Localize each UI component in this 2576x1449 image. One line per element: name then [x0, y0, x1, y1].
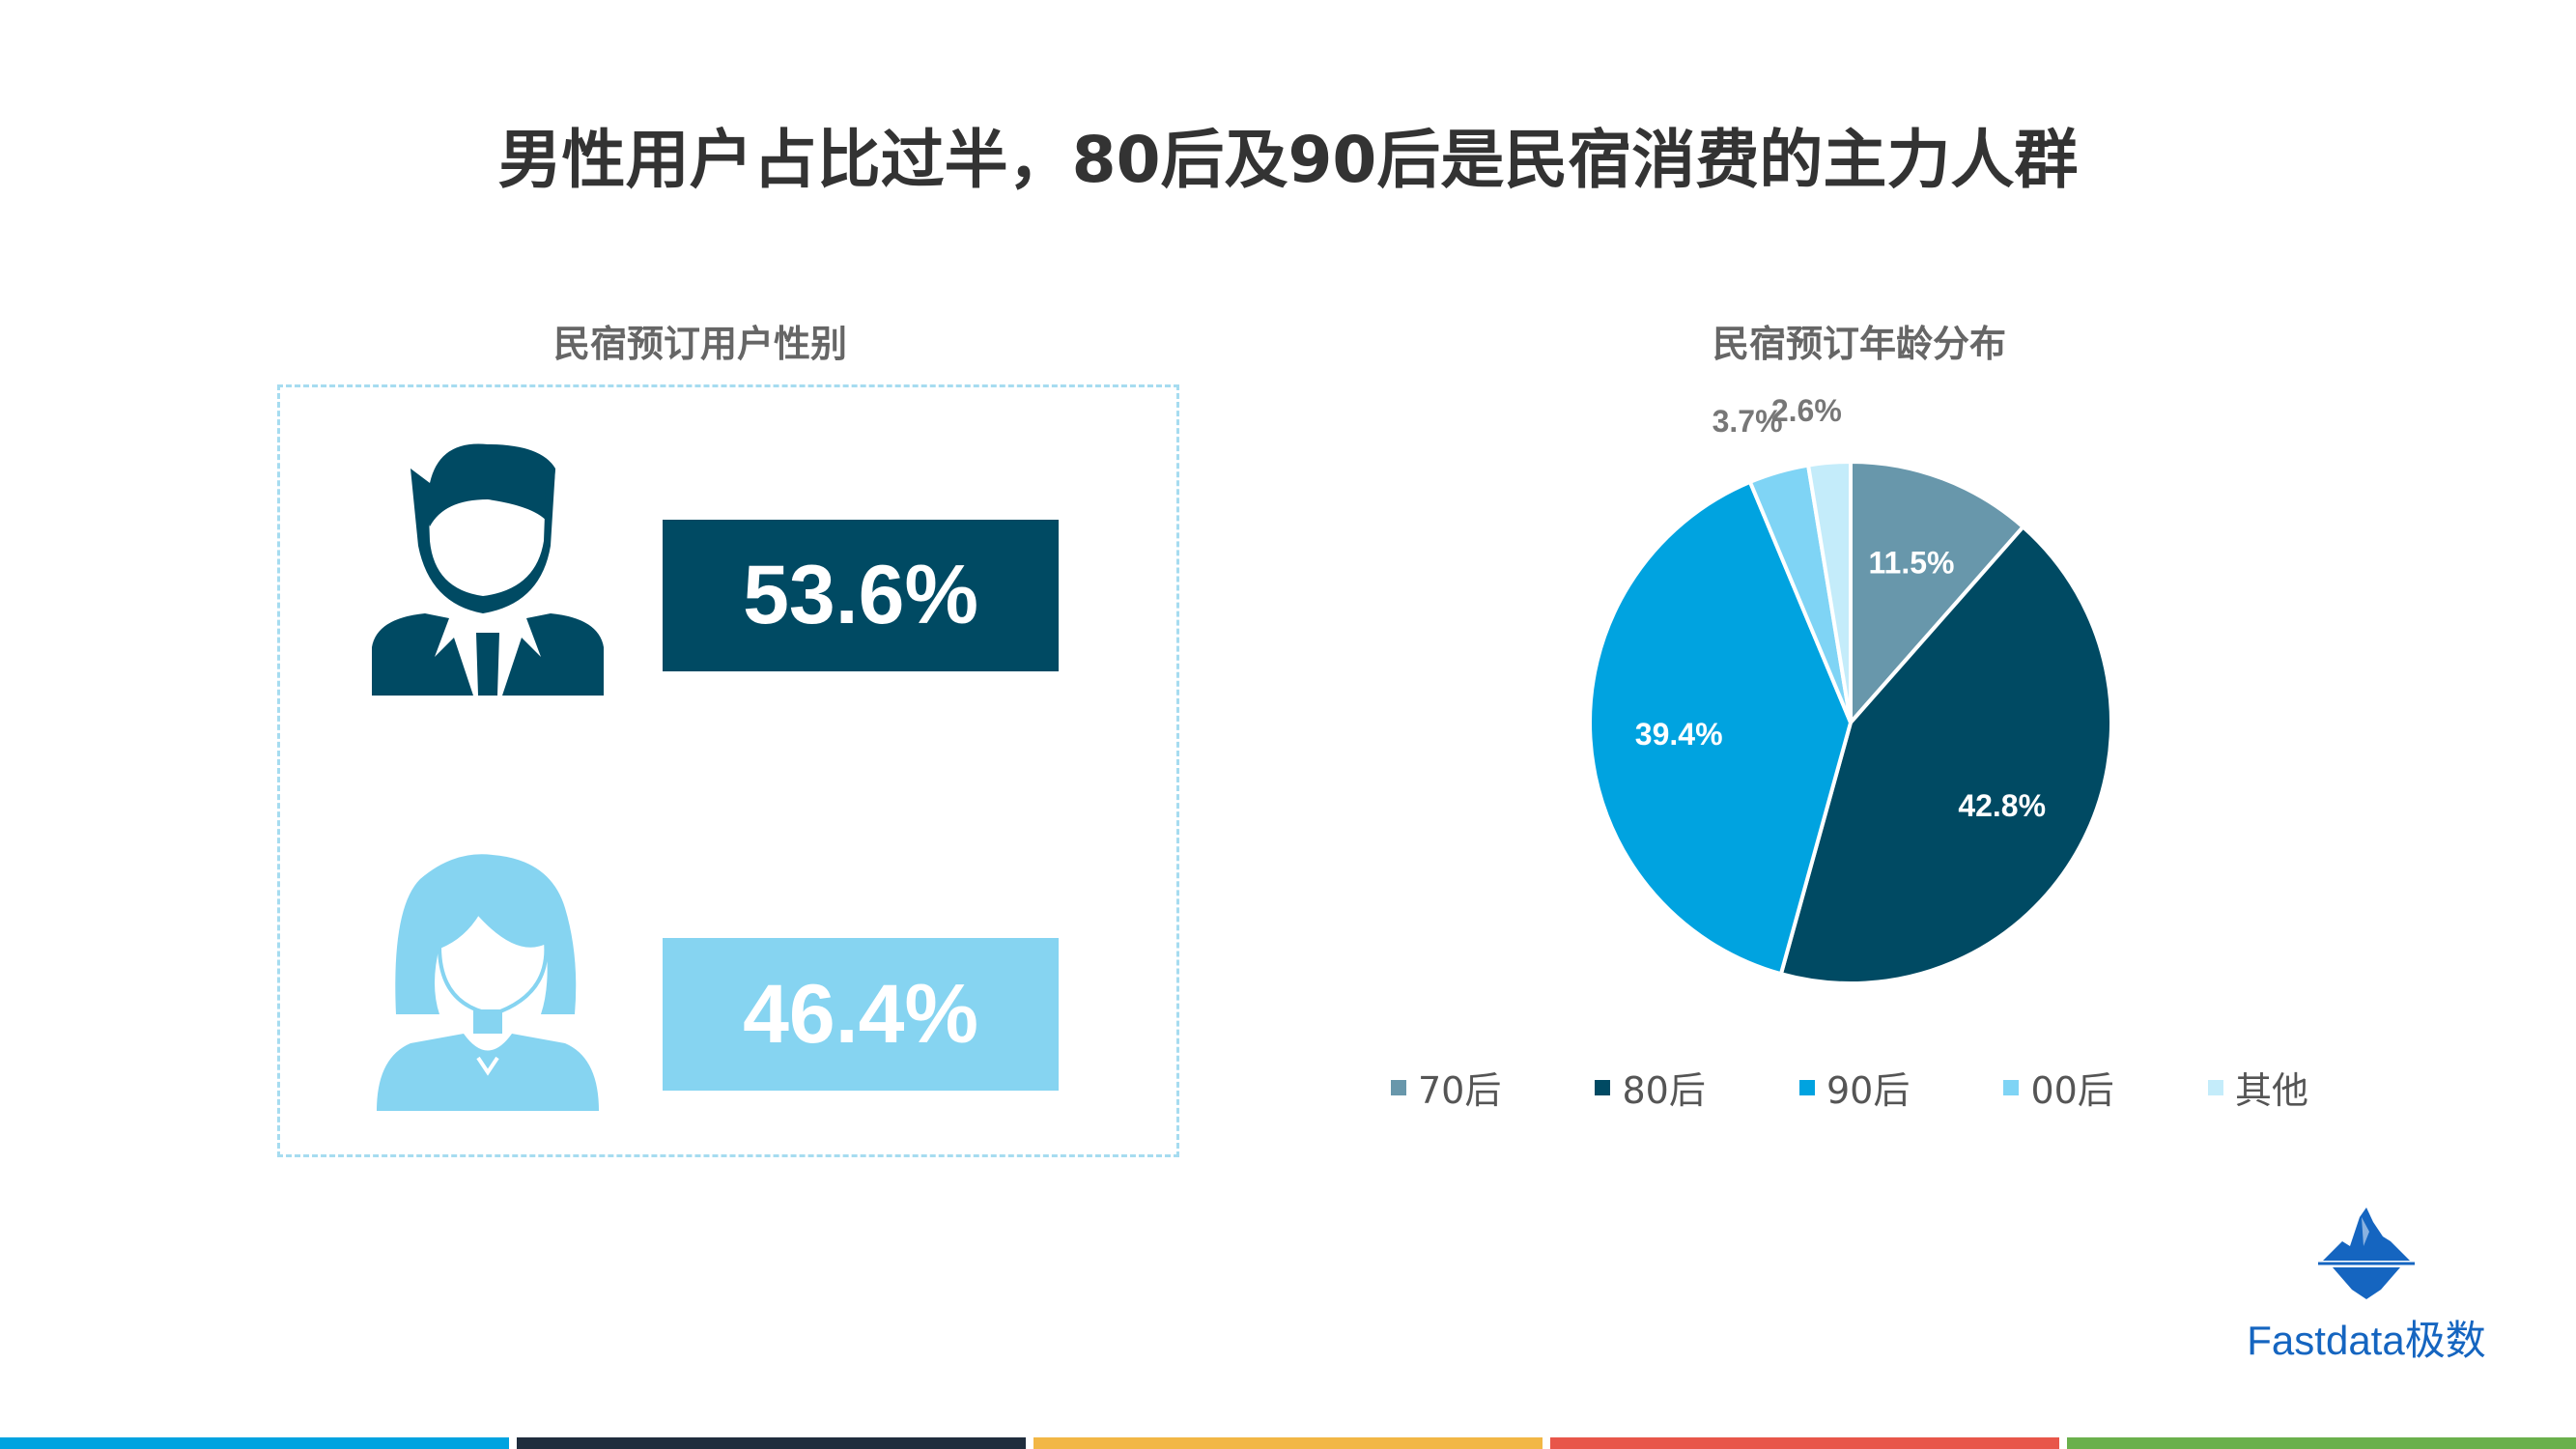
age-chart-legend: 70后 80后 90后 00后 其他: [1391, 1061, 2308, 1114]
pie-slice-4: [1805, 459, 1853, 724]
legend-swatch-3: [2003, 1079, 2020, 1095]
pie-slice-1: [1778, 524, 2113, 985]
legend-label-4: 其他: [2234, 1069, 2308, 1112]
legend-label-2: 90后: [1826, 1069, 1911, 1112]
pie-label-4: 2.6%: [1771, 393, 1842, 428]
gender-panel-title: 民宿预订用户性别: [552, 323, 847, 365]
male-avatar-icon: [372, 443, 604, 696]
pie-slice-2: [1588, 479, 1854, 977]
bottom-bar-segment-3: [1550, 1437, 2059, 1449]
age-chart-title: 民宿预订年龄分布: [1712, 323, 2006, 365]
bottom-bar-segment-1: [517, 1437, 1026, 1449]
bottom-bar-segment-0: [0, 1437, 509, 1449]
legend-swatch-1: [1595, 1079, 1611, 1095]
gender-panel-frame: [277, 384, 1179, 1157]
legend-item-3: 00后: [2003, 1061, 2114, 1114]
pie-label-0: 11.5%: [1869, 545, 1955, 580]
logo-text: Fastdata极数: [2247, 1318, 2486, 1363]
female-avatar-icon: [377, 854, 599, 1111]
legend-item-1: 80后: [1595, 1061, 1706, 1114]
female-percentage-value: 46.4%: [743, 967, 978, 1061]
iceberg-logo-icon: [2318, 1208, 2415, 1299]
age-pie-chart: 11.5% 42.8% 39.4% 3.7%2.6%: [1588, 393, 2113, 985]
bottom-color-bar: [0, 1437, 2576, 1449]
pie-slice-0: [1849, 459, 2026, 728]
bottom-bar-segment-2: [1033, 1437, 1543, 1449]
page-title: 男性用户占比过半，80后及90后是民宿消费的主力人群: [497, 123, 2079, 197]
legend-item-4: 其他: [2207, 1061, 2308, 1114]
male-percentage-box: 53.6%: [663, 520, 1059, 671]
pie-label-1: 42.8%: [1958, 788, 2046, 823]
legend-label-3: 00后: [2030, 1069, 2114, 1112]
female-percentage-box: 46.4%: [663, 938, 1059, 1091]
male-percentage-value: 53.6%: [743, 549, 978, 641]
pie-label-2: 39.4%: [1635, 717, 1723, 752]
legend-label-0: 70后: [1418, 1069, 1502, 1112]
legend-item-2: 90后: [1798, 1061, 1911, 1114]
legend-swatch-0: [1391, 1079, 1406, 1095]
legend-swatch-2: [1798, 1079, 1815, 1095]
brand-logo: Fastdata极数: [2231, 1198, 2502, 1367]
bottom-bar-segment-4: [2067, 1437, 2576, 1449]
legend-label-1: 80后: [1622, 1069, 1706, 1112]
legend-swatch-4: [2207, 1079, 2223, 1095]
pie-label-3: 3.7%: [1713, 404, 1783, 439]
legend-item-0: 70后: [1391, 1061, 1501, 1114]
